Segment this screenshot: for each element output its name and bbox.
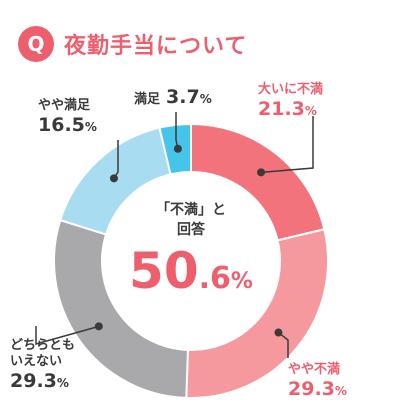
slice-name: 大いに不満 bbox=[258, 82, 324, 97]
center-unit: % bbox=[230, 269, 253, 294]
slice-label-dissatisfied: 大いに不満 21.3% bbox=[258, 82, 324, 120]
center-value-dec: .6 bbox=[198, 261, 231, 296]
leader-dot-4 bbox=[173, 144, 182, 153]
center-caption-line1: 「不満」と bbox=[156, 202, 226, 218]
leader-dot-2 bbox=[94, 322, 103, 331]
slice-name: やや不満 bbox=[288, 362, 341, 377]
slice-name: やや満足 bbox=[38, 98, 91, 113]
center-caption-line2: 回答 bbox=[177, 222, 205, 238]
leader-line-2 bbox=[35, 325, 100, 345]
slice-name: 満足 bbox=[134, 92, 161, 107]
donut-center: 「不満」と 回答 50.6% bbox=[118, 200, 264, 308]
center-value-int: 50 bbox=[129, 242, 199, 300]
slice-value: 16.5 bbox=[38, 114, 85, 136]
question-badge: Q bbox=[18, 26, 54, 62]
leader-dot-0 bbox=[257, 168, 266, 177]
leader-dot-1 bbox=[274, 328, 283, 337]
slice-label-satisfied: 満足 3.7% bbox=[134, 86, 212, 108]
slice-name-line2: いえない bbox=[10, 354, 63, 369]
slice-value: 29.3 bbox=[288, 378, 335, 400]
leader-dot-3 bbox=[109, 174, 118, 183]
donut-slice-1 bbox=[185, 228, 329, 399]
slice-value: 29.3 bbox=[10, 370, 57, 392]
slice-label-somewhat-satisfied: やや満足 16.5% bbox=[38, 98, 97, 136]
slice-value: 3.7 bbox=[166, 86, 200, 108]
leader-line-0 bbox=[260, 116, 314, 174]
donut-slice-2 bbox=[53, 218, 189, 399]
leader-line-1 bbox=[277, 331, 289, 358]
slice-label-somewhat-dissatisfied: やや不満 29.3% bbox=[288, 362, 347, 400]
slice-name-line1: どちらとも bbox=[10, 338, 76, 353]
chart-header: Q 夜勤手当について bbox=[18, 24, 247, 64]
slice-value: 21.3 bbox=[258, 98, 305, 120]
slice-label-neutral: どちらとも いえない 29.3% bbox=[10, 338, 76, 392]
chart-title: 夜勤手当について bbox=[64, 34, 248, 59]
center-total: 50.6% bbox=[118, 246, 264, 308]
